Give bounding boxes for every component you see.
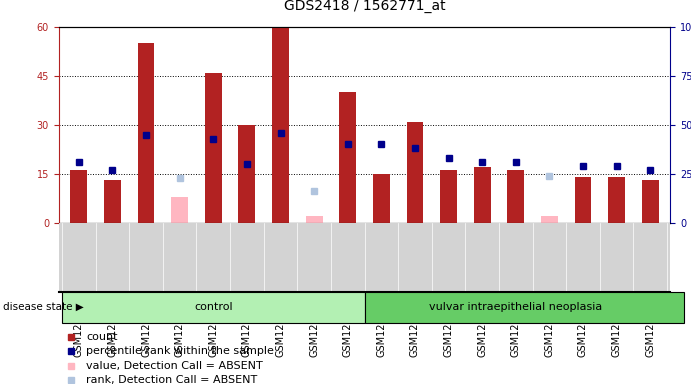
Bar	[238, 125, 255, 223]
Bar	[373, 174, 390, 223]
Text: control: control	[194, 302, 233, 312]
Bar	[70, 170, 87, 223]
Text: rank, Detection Call = ABSENT: rank, Detection Call = ABSENT	[86, 375, 258, 384]
Bar	[365, 292, 683, 323]
Text: GDS2418 / 1562771_at: GDS2418 / 1562771_at	[284, 0, 445, 13]
Bar	[205, 73, 222, 223]
Text: count: count	[86, 332, 117, 342]
Bar	[440, 170, 457, 223]
Bar	[541, 216, 558, 223]
Text: percentile rank within the sample: percentile rank within the sample	[86, 346, 274, 356]
Bar	[339, 92, 356, 223]
Bar	[104, 180, 121, 223]
Bar	[608, 177, 625, 223]
Bar	[507, 170, 524, 223]
Bar	[574, 177, 591, 223]
Bar	[305, 216, 323, 223]
Bar	[171, 197, 188, 223]
Text: disease state ▶: disease state ▶	[3, 302, 84, 312]
Text: value, Detection Call = ABSENT: value, Detection Call = ABSENT	[86, 361, 263, 371]
Bar	[474, 167, 491, 223]
Bar	[642, 180, 659, 223]
Bar	[272, 27, 289, 223]
Bar	[62, 292, 365, 323]
Bar	[138, 43, 155, 223]
Bar	[406, 121, 424, 223]
Text: vulvar intraepithelial neoplasia: vulvar intraepithelial neoplasia	[429, 302, 603, 312]
